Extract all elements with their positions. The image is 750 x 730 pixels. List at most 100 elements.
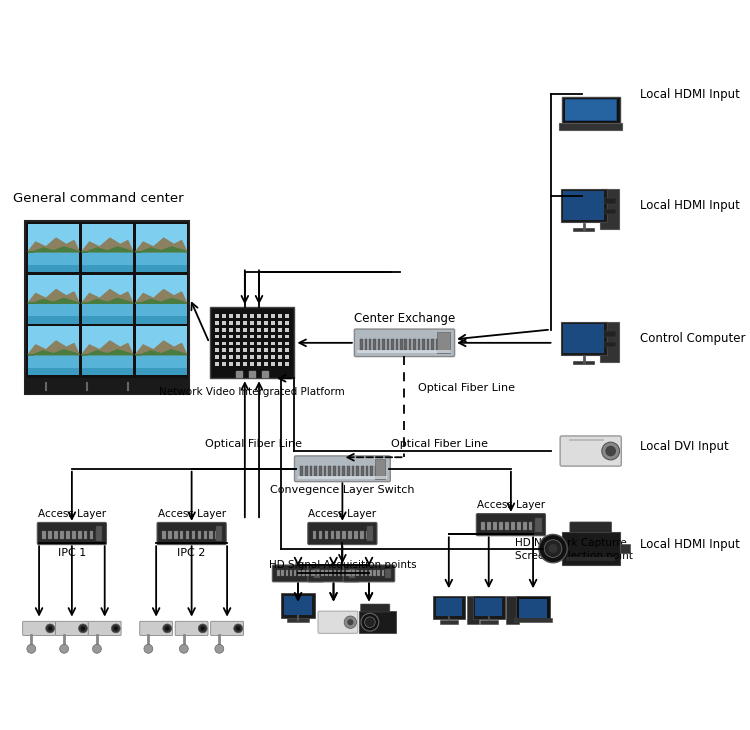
Circle shape [538, 534, 567, 563]
Circle shape [544, 539, 562, 558]
Bar [243, 314, 247, 318]
Bar [369, 339, 371, 350]
Bar [377, 570, 380, 576]
Bar [222, 362, 226, 366]
Polygon shape [82, 341, 133, 355]
Bar [437, 332, 450, 353]
Bar [440, 339, 442, 350]
Bar [42, 531, 46, 539]
Bar [427, 339, 429, 350]
Text: Access Layer: Access Layer [38, 510, 106, 519]
Bar [278, 342, 282, 345]
Bar [136, 275, 187, 324]
Bar [78, 531, 82, 539]
Bar [310, 570, 314, 576]
Bar [215, 356, 219, 359]
Bar [285, 314, 290, 318]
Bar [569, 439, 604, 441]
Bar [236, 342, 240, 345]
Bar [314, 569, 320, 578]
Polygon shape [28, 238, 80, 252]
Polygon shape [136, 247, 187, 252]
Bar [28, 355, 80, 368]
FancyBboxPatch shape [318, 611, 358, 634]
Bar [28, 303, 80, 316]
Bar [480, 620, 497, 624]
Polygon shape [136, 290, 187, 303]
Bar [82, 303, 133, 316]
Text: Optical Fiber Line: Optical Fiber Line [392, 439, 488, 449]
Bar [251, 328, 254, 331]
Bar [82, 355, 133, 368]
Bar [334, 570, 336, 576]
Bar [366, 466, 368, 476]
Bar [517, 522, 520, 530]
Bar [302, 570, 304, 576]
Circle shape [347, 619, 353, 626]
Circle shape [60, 645, 68, 653]
Bar [599, 189, 619, 229]
Bar [321, 570, 323, 576]
Bar [272, 356, 275, 359]
Bar [535, 522, 538, 530]
Circle shape [92, 645, 101, 653]
Bar [272, 321, 275, 325]
Bar [286, 570, 288, 576]
Bar [370, 466, 373, 476]
Bar [359, 611, 397, 633]
Bar [236, 314, 240, 318]
Bar [342, 570, 344, 576]
Bar [573, 361, 594, 364]
Bar [257, 314, 261, 318]
Circle shape [548, 544, 557, 553]
Polygon shape [28, 247, 80, 252]
Bar [413, 339, 416, 350]
Bar [215, 348, 219, 353]
Bar [563, 324, 604, 353]
FancyBboxPatch shape [344, 565, 394, 582]
Text: HD Signal Acquisition points: HD Signal Acquisition points [268, 560, 416, 570]
Circle shape [215, 645, 223, 653]
Bar [350, 570, 352, 576]
Bar [314, 466, 317, 476]
Bar [28, 303, 80, 324]
Bar [285, 342, 290, 345]
Bar [215, 328, 219, 331]
Bar [290, 570, 292, 576]
FancyBboxPatch shape [157, 523, 226, 545]
Polygon shape [82, 238, 133, 252]
Bar [352, 466, 354, 476]
Bar [313, 570, 315, 576]
Bar [229, 342, 233, 345]
Circle shape [111, 624, 120, 633]
FancyBboxPatch shape [176, 621, 208, 636]
Bar [251, 342, 254, 345]
Bar [72, 531, 76, 539]
Bar [285, 321, 290, 325]
Bar [272, 348, 275, 353]
Bar [560, 321, 607, 356]
Text: HD Network Capturre
ScreenCallectiop point: HD Network Capturre ScreenCallectiop poi… [515, 538, 633, 561]
Bar [364, 570, 368, 576]
Bar [236, 356, 240, 359]
FancyBboxPatch shape [22, 621, 56, 636]
Bar [285, 356, 290, 359]
Bar [222, 328, 226, 331]
Bar [278, 328, 282, 331]
Bar [26, 378, 190, 393]
Bar [281, 593, 315, 618]
Circle shape [605, 446, 616, 456]
Polygon shape [28, 350, 80, 355]
Bar [360, 339, 362, 350]
Bar [328, 466, 331, 476]
Bar [174, 531, 178, 539]
Bar [229, 362, 233, 366]
Bar [354, 531, 358, 539]
Polygon shape [28, 299, 80, 303]
Bar [257, 362, 261, 366]
Bar [360, 531, 364, 539]
Bar [216, 526, 222, 541]
Bar [358, 350, 452, 353]
Text: Optical Fiber Line: Optical Fiber Line [206, 439, 302, 449]
Bar [573, 228, 594, 231]
